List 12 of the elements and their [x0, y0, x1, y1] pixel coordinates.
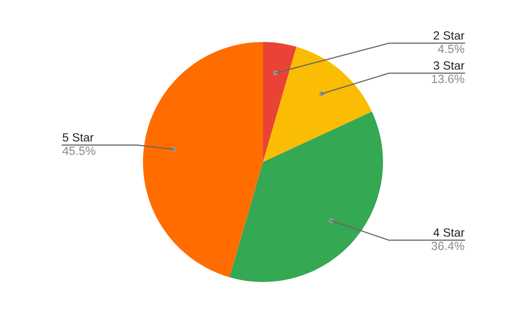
- data-label: 45.5%: [62, 146, 96, 155]
- data-label: 36.4%: [432, 242, 464, 250]
- pie-slice: [230, 112, 383, 282]
- slice-label: 4 Star: [433, 228, 464, 237]
- data-label: 4.5%: [438, 44, 464, 54]
- pie-slice: [263, 42, 296, 162]
- pie-slice: [143, 42, 263, 278]
- slice-label: 5 Star: [62, 133, 94, 142]
- data-label: 13.6%: [432, 74, 464, 84]
- slice-label: 3 Star: [434, 61, 464, 70]
- pie-slice: [263, 46, 372, 162]
- slice-label: 2 Star: [434, 31, 464, 40]
